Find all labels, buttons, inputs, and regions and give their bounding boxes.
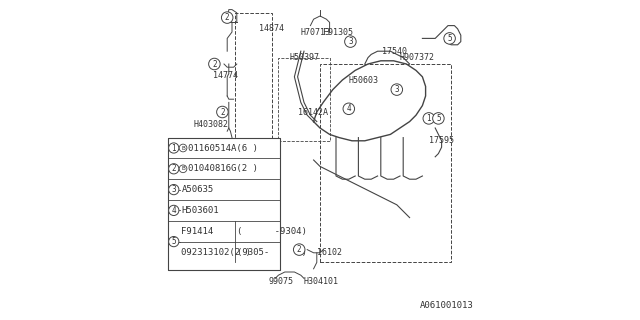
Text: 3: 3 <box>348 37 353 46</box>
Text: 4: 4 <box>346 104 351 113</box>
Text: 3: 3 <box>394 85 399 94</box>
Circle shape <box>444 33 456 44</box>
Text: 17540: 17540 <box>383 47 408 56</box>
Text: H907372: H907372 <box>400 53 435 62</box>
Text: 16102: 16102 <box>317 248 342 257</box>
Text: H304101: H304101 <box>304 277 339 286</box>
Text: A061001013: A061001013 <box>420 301 474 310</box>
Circle shape <box>179 144 187 152</box>
Circle shape <box>216 106 228 118</box>
Text: B: B <box>181 166 185 171</box>
Text: 01040816G(2 ): 01040816G(2 ) <box>188 164 258 173</box>
Text: 01160514A(6 ): 01160514A(6 ) <box>188 143 258 153</box>
Text: (      -9304): ( -9304) <box>237 227 307 236</box>
Text: (9305-      ): (9305- ) <box>237 247 307 257</box>
Circle shape <box>179 165 187 173</box>
Text: 5: 5 <box>447 34 452 43</box>
Text: 99075: 99075 <box>269 277 294 286</box>
Text: H403082: H403082 <box>193 120 228 129</box>
Text: 17595: 17595 <box>429 136 454 145</box>
Circle shape <box>169 143 179 153</box>
Bar <box>236 13 272 179</box>
Text: H503601: H503601 <box>182 206 219 215</box>
Circle shape <box>221 12 233 23</box>
Circle shape <box>169 236 179 247</box>
Text: 2: 2 <box>225 13 230 22</box>
Text: 3: 3 <box>172 185 176 194</box>
Text: 16142A: 16142A <box>298 108 328 116</box>
Circle shape <box>343 103 355 115</box>
Text: 092313102(2 ): 092313102(2 ) <box>182 247 252 257</box>
Text: 14774: 14774 <box>212 71 238 80</box>
Text: 14874: 14874 <box>259 24 284 33</box>
Text: 4: 4 <box>172 206 176 215</box>
Text: H50397: H50397 <box>290 53 319 62</box>
Text: 2: 2 <box>212 60 217 68</box>
Text: 5: 5 <box>436 114 441 123</box>
Circle shape <box>293 244 305 255</box>
Text: B: B <box>181 146 185 150</box>
Circle shape <box>169 184 179 195</box>
Bar <box>168 138 280 270</box>
Text: 2: 2 <box>172 164 176 173</box>
Text: 1: 1 <box>172 143 176 153</box>
Text: F91414: F91414 <box>182 227 214 236</box>
Circle shape <box>391 84 403 95</box>
Text: H50603: H50603 <box>349 76 379 84</box>
Text: 2: 2 <box>297 245 301 254</box>
Circle shape <box>169 164 179 174</box>
Bar <box>320 64 451 262</box>
Text: A50635: A50635 <box>182 185 214 194</box>
Circle shape <box>209 58 220 70</box>
Text: F91305: F91305 <box>323 28 353 36</box>
Circle shape <box>423 113 435 124</box>
Circle shape <box>433 113 444 124</box>
Text: 1: 1 <box>426 114 431 123</box>
Text: 5: 5 <box>172 237 176 246</box>
Text: H70713: H70713 <box>301 28 331 36</box>
Circle shape <box>169 205 179 216</box>
Bar <box>278 58 330 141</box>
Circle shape <box>344 36 356 47</box>
Text: 2: 2 <box>220 108 225 116</box>
